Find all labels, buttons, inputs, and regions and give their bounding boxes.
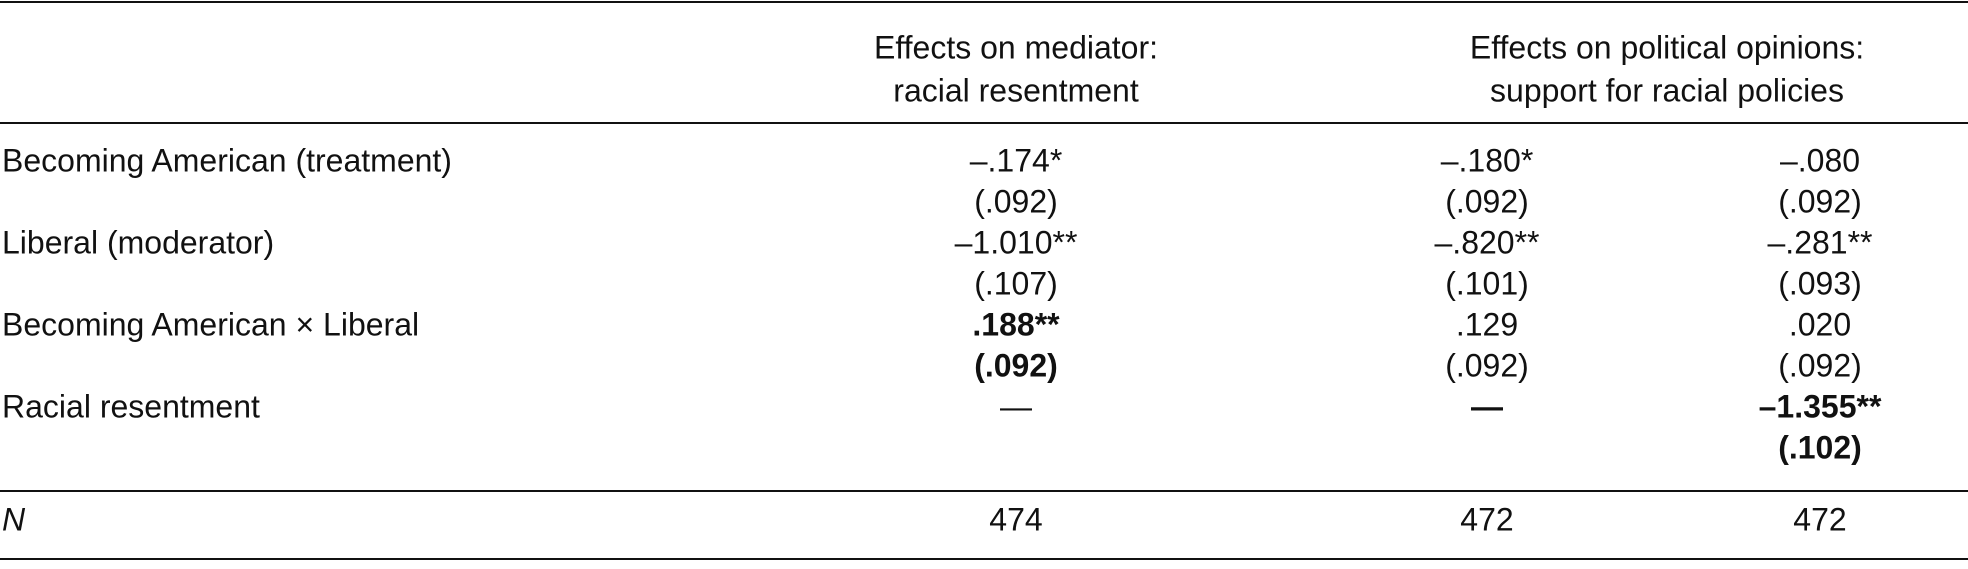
row-label: N (2, 501, 26, 537)
n-value: 472 (1793, 501, 1846, 537)
n-value: 472 (1460, 501, 1513, 537)
estimate: .188** (972, 306, 1060, 342)
standard-error: (.107) (974, 265, 1058, 301)
standard-error: (.092) (974, 347, 1058, 383)
standard-error: (.101) (1445, 265, 1529, 301)
row-label: Becoming American × Liberal (2, 306, 419, 342)
standard-error: (.092) (1778, 183, 1862, 219)
estimate: –.820** (1435, 224, 1540, 260)
row-label: Liberal (moderator) (2, 224, 274, 260)
column-group-header: Effects on mediator: (874, 29, 1158, 65)
column-group-header: Effects on political opinions: (1470, 29, 1864, 65)
estimate: — (1471, 388, 1503, 424)
estimate: –.080 (1780, 142, 1860, 178)
estimate: — (1000, 388, 1032, 424)
estimate: .020 (1789, 306, 1851, 342)
estimate: –1.355** (1759, 388, 1882, 424)
estimate: .129 (1456, 306, 1518, 342)
row-label: Racial resentment (2, 388, 260, 424)
estimate: –.180* (1441, 142, 1534, 178)
standard-error: (.092) (974, 183, 1058, 219)
estimate: –.281** (1768, 224, 1873, 260)
standard-error: (.092) (1778, 347, 1862, 383)
standard-error: (.093) (1778, 265, 1862, 301)
n-value: 474 (989, 501, 1042, 537)
row-label: Becoming American (treatment) (2, 142, 452, 178)
estimate: –1.010** (955, 224, 1078, 260)
standard-error: (.092) (1445, 347, 1529, 383)
standard-error: (.092) (1445, 183, 1529, 219)
column-group-header: racial resentment (893, 72, 1139, 108)
estimate: –.174* (970, 142, 1063, 178)
standard-error: (.102) (1778, 429, 1862, 465)
column-group-header: support for racial policies (1490, 72, 1844, 108)
